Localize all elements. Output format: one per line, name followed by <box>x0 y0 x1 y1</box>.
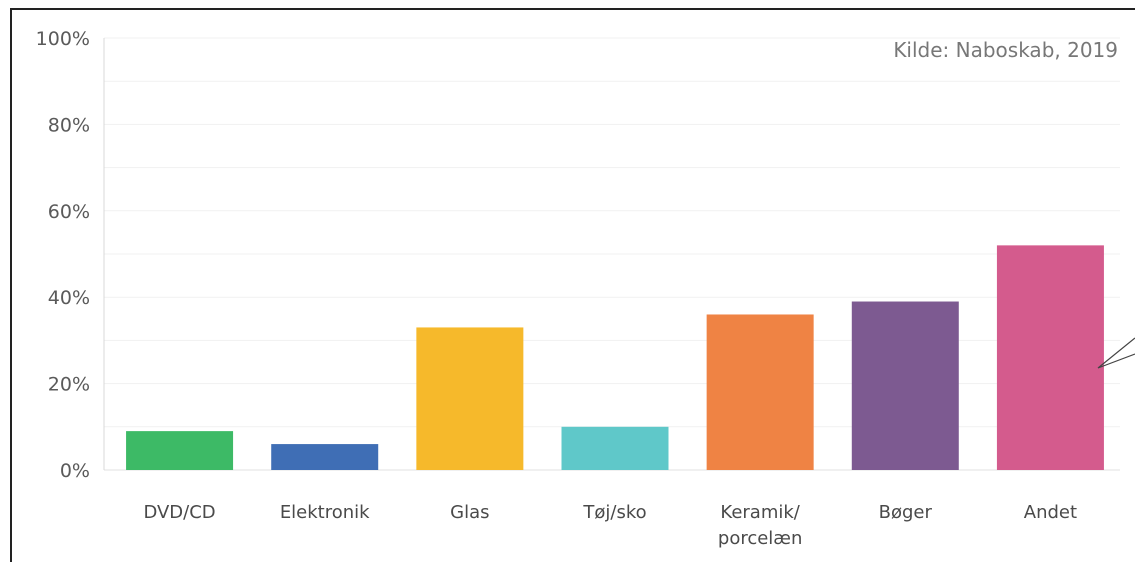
bar <box>126 431 234 470</box>
bar <box>271 444 379 470</box>
y-tick-label: 100% <box>36 28 90 50</box>
y-tick-label: 40% <box>48 287 90 309</box>
gridlines <box>104 37 1120 471</box>
bar <box>416 327 524 470</box>
x-tick-label: Glas <box>450 502 489 523</box>
bar <box>561 426 669 470</box>
annotation-pointer <box>1097 337 1135 369</box>
x-tick-label: Keramik/porcelæn <box>718 502 803 549</box>
y-axis-ticks: 0% 20% 40% 60% 80% 100% <box>36 28 90 482</box>
x-tick-label: DVD/CD <box>143 502 215 523</box>
bar <box>996 245 1104 470</box>
y-tick-label: 20% <box>48 374 90 396</box>
bar <box>851 301 959 470</box>
y-tick-label: 0% <box>60 460 90 482</box>
bar <box>706 314 814 470</box>
y-tick-label: 80% <box>48 114 90 136</box>
y-tick-label: 60% <box>48 201 90 223</box>
x-tick-label: Bøger <box>879 502 933 523</box>
source-note: Kilde: Naboskab, 2019 <box>893 38 1118 62</box>
x-tick-label: Elektronik <box>280 502 370 523</box>
x-tick-label: Andet <box>1024 502 1077 523</box>
chart-frame <box>10 8 1135 562</box>
bars <box>126 245 1104 470</box>
x-axis-labels: DVD/CD Elektronik Glas Tøj/sko Keramik/porce… <box>143 502 1077 549</box>
x-tick-label: Tøj/sko <box>582 502 646 523</box>
